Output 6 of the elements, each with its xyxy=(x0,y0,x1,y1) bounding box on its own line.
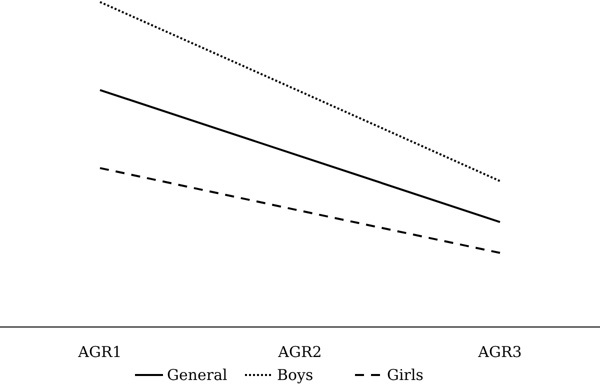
legend-label: Boys xyxy=(277,366,314,384)
x-tick-label: AGR1 xyxy=(77,343,122,361)
legend-label: General xyxy=(167,366,228,384)
x-tick-label: AGR2 xyxy=(277,343,322,361)
legend-label: Girls xyxy=(387,366,424,384)
x-tick-label: AGR3 xyxy=(477,343,522,361)
